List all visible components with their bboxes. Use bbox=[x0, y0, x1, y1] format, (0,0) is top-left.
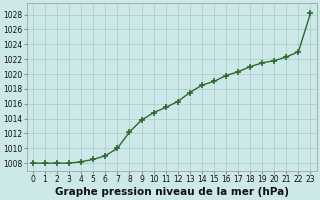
X-axis label: Graphe pression niveau de la mer (hPa): Graphe pression niveau de la mer (hPa) bbox=[55, 187, 289, 197]
